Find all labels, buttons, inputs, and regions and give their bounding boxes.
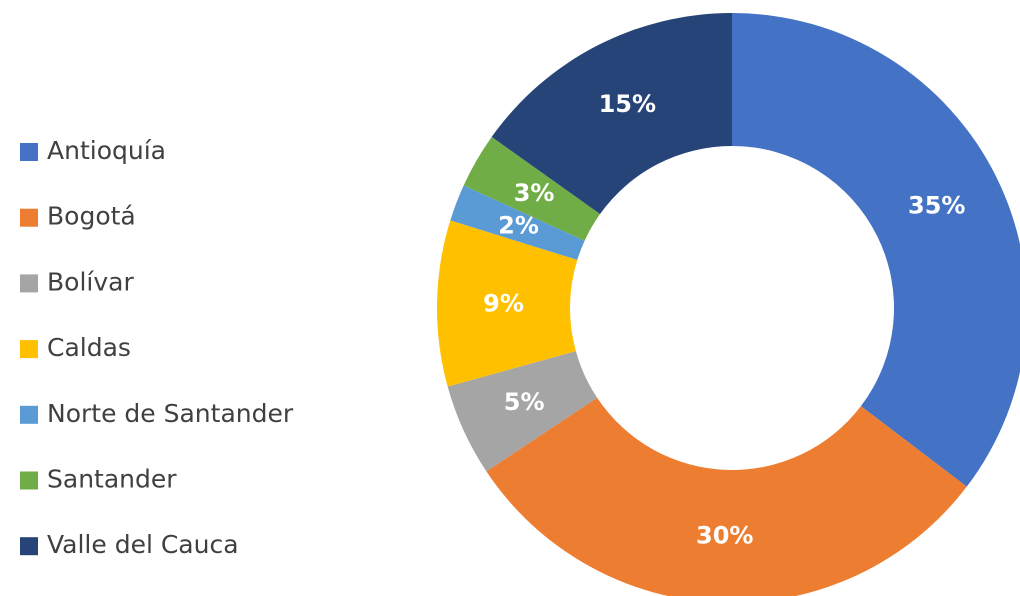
legend-label: Santander xyxy=(47,465,177,494)
legend-label: Valle del Cauca xyxy=(47,530,239,559)
legend-label: Antioquía xyxy=(47,136,166,165)
donut-slice xyxy=(732,13,1020,487)
legend-swatch xyxy=(20,340,38,359)
donut-slice xyxy=(450,185,585,260)
legend-swatch xyxy=(20,143,38,161)
legend-label: Bolívar xyxy=(47,267,134,296)
data-label: 30% xyxy=(696,521,753,549)
donut-slice xyxy=(447,351,598,472)
legend-label: Norte de Santander xyxy=(47,399,294,428)
data-label: 9% xyxy=(483,289,524,317)
data-label: 15% xyxy=(599,90,656,118)
data-label: 5% xyxy=(504,388,545,416)
legend-swatch xyxy=(20,537,38,556)
data-label: 35% xyxy=(908,192,965,220)
donut-slice xyxy=(486,397,967,596)
legend-label: Bogotá xyxy=(47,202,136,231)
donut-slice xyxy=(491,13,732,215)
donut-slice xyxy=(436,220,578,387)
data-label: 3% xyxy=(514,179,555,207)
legend-swatch xyxy=(20,405,38,424)
legend-swatch xyxy=(20,471,38,490)
donut-slice xyxy=(463,136,601,241)
legend-label: Caldas xyxy=(47,333,131,362)
legend-swatch xyxy=(20,274,38,293)
legend-swatch xyxy=(20,208,38,227)
